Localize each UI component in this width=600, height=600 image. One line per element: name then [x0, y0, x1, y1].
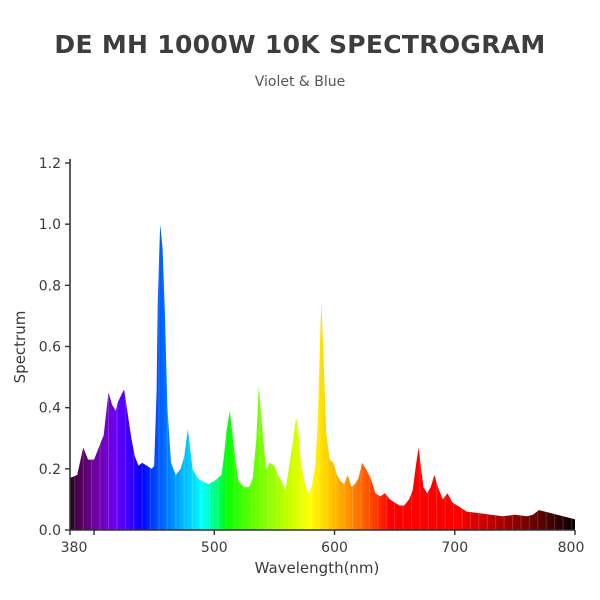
x-axis-label: Wavelength(nm): [255, 559, 380, 577]
y-tick-label: 0.0: [39, 523, 61, 539]
y-axis-label: Spectrum: [11, 311, 29, 384]
x-tick-label: 800: [558, 540, 585, 556]
y-tick-label: 0.6: [39, 340, 61, 356]
y-tick-label: 0.4: [39, 401, 61, 417]
axis-layer: 0.0 0.2 0.4 0.6 0.8 1.0 1.2 380 500 600 700 800: [39, 156, 585, 556]
chart-subtitle: Violet & Blue: [254, 74, 346, 90]
y-tick-label: 0.2: [39, 462, 61, 478]
x-tick-label: 700: [441, 540, 468, 556]
y-tick-label: 1.2: [39, 156, 61, 172]
y-tick-label: 1.0: [39, 217, 61, 233]
x-tick-label: 600: [321, 540, 348, 556]
x-tick-label: 380: [61, 540, 88, 556]
spectrum-area: [70, 224, 575, 531]
chart-title: DE MH 1000W 10K SPECTROGRAM: [54, 30, 546, 59]
x-tick-label: 500: [201, 540, 228, 556]
y-tick-label: 0.8: [39, 278, 61, 294]
area-layer: [70, 224, 575, 531]
